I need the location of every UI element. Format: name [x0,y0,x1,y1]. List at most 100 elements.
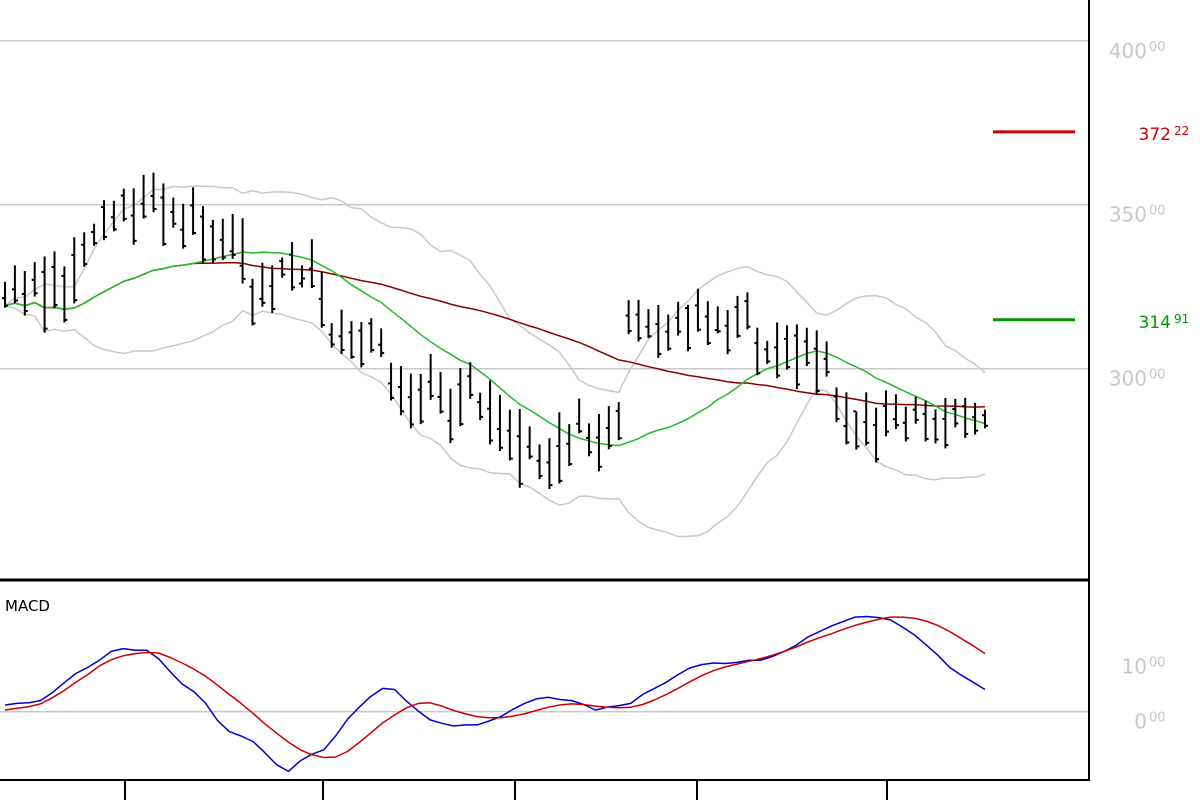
price-bar [11,265,18,304]
price-bar [546,438,553,490]
price-bar [328,323,335,348]
price-bar [734,295,741,338]
support-level-decimals: 91 [1174,312,1189,326]
price-bar [110,200,117,232]
price-bar [348,321,355,359]
price-bar [556,412,563,484]
price-bar [170,197,177,228]
resistance-level-decimals: 22 [1174,124,1189,138]
price-bar [308,239,315,289]
price-bar [803,327,810,367]
price-bar [120,188,127,222]
price-bar [793,324,800,390]
price-bar [724,310,731,355]
price-bar [932,409,939,444]
price-tick-decimals: 00 [1149,40,1166,55]
price-tick-decimals: 00 [1149,204,1166,219]
price-bar [942,397,949,449]
time-axis-ticks [124,780,888,800]
price-bar [199,206,206,263]
price-bar [576,398,583,434]
price-bar [774,322,781,379]
indicator-title: MACD [5,597,50,615]
price-bar [417,373,424,425]
price-bar [229,213,236,259]
price-bar [833,387,840,423]
price-bar [635,299,642,342]
price-bar [902,406,909,442]
bollinger-bands [4,185,986,538]
price-bar [219,218,226,261]
indicator-tick-decimals: 00 [1149,711,1166,726]
price-bar [279,257,286,278]
price-bar [140,174,147,219]
price-tick-label: 400 [1109,39,1147,63]
indicator-tick-label: 0 [1134,710,1147,734]
price-bar [71,237,78,304]
price-bar [447,388,454,444]
price-levels: 372 22 314 91 [993,124,1189,333]
price-bar [239,218,246,284]
short-moving-average-line [4,251,986,447]
price-bar [784,325,791,370]
price-bar [655,305,662,358]
resistance-level-label: 372 [1139,125,1171,145]
price-bar [41,256,48,333]
price-bar [160,183,167,247]
price-bar [61,266,68,323]
price-bar [427,353,434,400]
price-bar [883,390,890,437]
price-bar [249,278,256,326]
price-bar [843,392,850,445]
price-bar [298,265,305,288]
price-bar [625,300,632,335]
price-bar [487,380,494,445]
price-bar [813,330,820,395]
price-bar [21,270,28,316]
price-bar [704,301,711,346]
price-bar [180,203,187,249]
price-gridlines [0,40,1088,370]
price-bar [289,242,296,291]
macd-line [4,615,986,773]
price-bar [477,392,484,421]
indicator-tick-decimals: 00 [1149,655,1166,670]
price-bar [358,322,365,368]
price-bar [81,232,88,267]
price-bar [675,301,682,336]
price-bar [91,223,98,246]
price-bar [388,362,395,401]
price-tick-decimals: 00 [1149,368,1166,383]
price-bar [269,265,276,313]
price-bar [437,371,444,414]
price-bar [526,426,533,460]
price-bar [318,271,325,328]
support-level-label: 314 [1139,313,1171,333]
price-bar [100,200,107,241]
price-bar [566,424,573,467]
price-bar [645,309,652,339]
price-bar [457,368,464,427]
price-tick-label: 300 [1109,367,1147,391]
price-bar [823,341,830,377]
price-bars [2,172,988,490]
price-bar [516,409,523,488]
price-bar [209,219,216,264]
price-bar [615,402,622,441]
price-bar [586,423,593,457]
price-bar [605,406,612,450]
price-bar [407,373,414,429]
price-bar [536,444,543,480]
lower-band-line [4,304,986,538]
price-bar [378,328,385,357]
price-bar [873,407,880,463]
indicator-tick-label: 10 [1122,654,1147,678]
price-bar [962,397,969,438]
price-bar [863,392,870,446]
price-bar [2,281,8,308]
price-bar [130,188,137,245]
price-bar [892,394,899,430]
